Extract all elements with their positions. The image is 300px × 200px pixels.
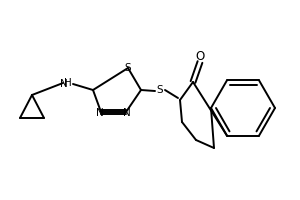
Text: N: N — [123, 108, 131, 118]
Text: S: S — [125, 63, 131, 73]
Text: S: S — [157, 85, 163, 95]
Text: N: N — [96, 108, 104, 118]
Text: N: N — [60, 79, 68, 89]
Text: O: O — [195, 49, 205, 62]
Text: H: H — [64, 78, 72, 88]
